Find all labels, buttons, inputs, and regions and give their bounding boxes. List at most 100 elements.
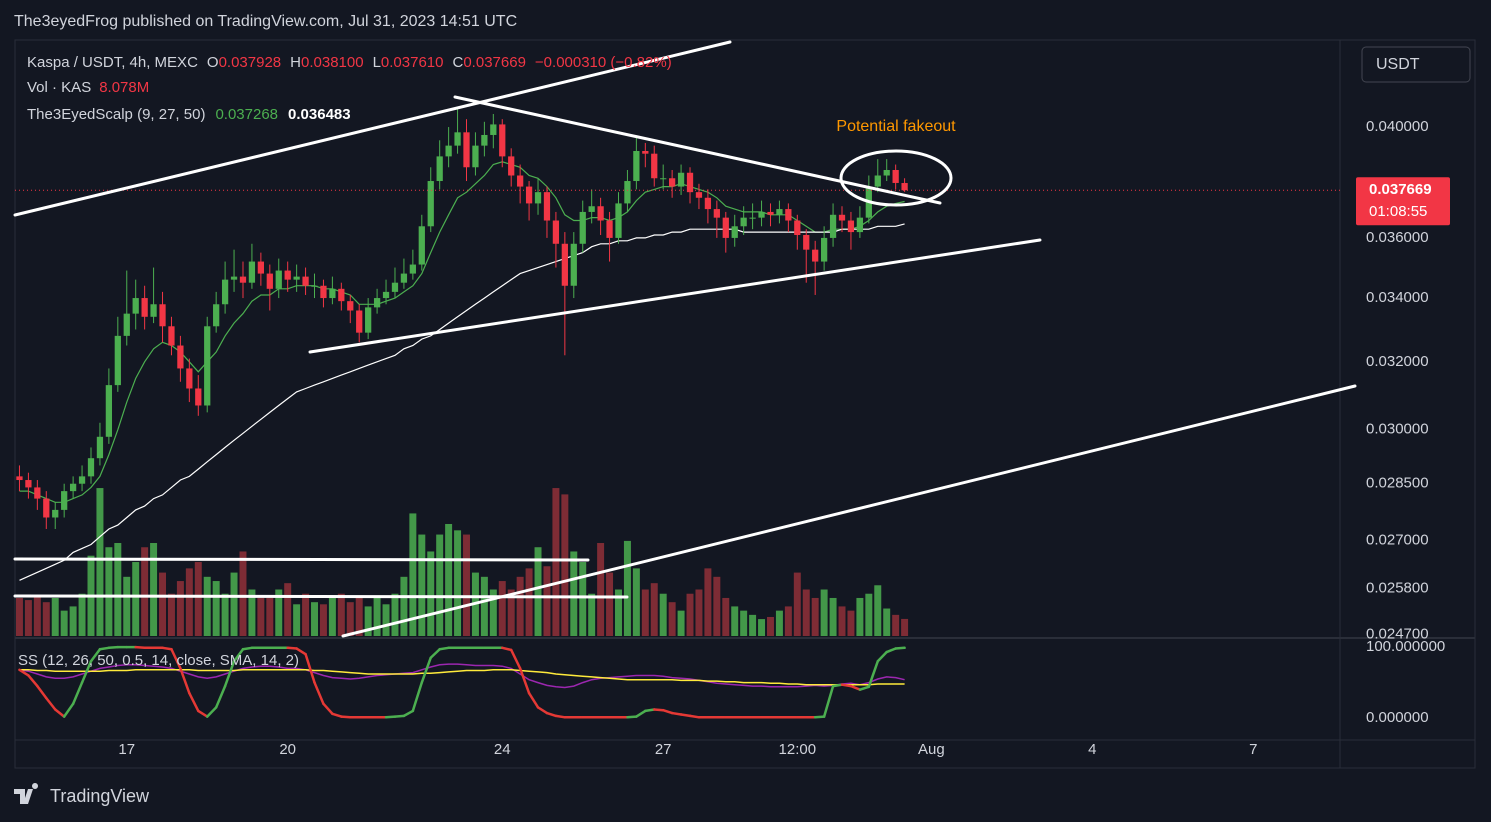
volume-bar — [641, 589, 649, 636]
candle-body — [481, 134, 488, 146]
volume-bar — [436, 534, 444, 636]
volume-bar — [758, 619, 766, 636]
volume-bar — [704, 568, 712, 636]
tradingview-logo: TradingView — [14, 783, 150, 806]
volume-bar — [275, 589, 283, 636]
candle-body — [34, 487, 41, 499]
volume-bar — [132, 562, 140, 636]
currency-button[interactable] — [1361, 46, 1471, 83]
legend-item: −0.000310 (−0.82%) — [535, 54, 672, 71]
osc-main-segment — [653, 708, 665, 712]
volume-bar — [749, 614, 757, 636]
publisher-header: The3eyedFrog published on TradingView.co… — [14, 13, 517, 30]
legend-item: 0.038100 — [301, 54, 364, 71]
candle-body — [669, 178, 676, 187]
volume-bar — [248, 589, 256, 636]
volume-bar — [820, 589, 828, 636]
x-tick-label: 12:00 — [779, 741, 817, 758]
volume-bar — [659, 593, 667, 636]
candle-body — [570, 243, 577, 286]
volume-bar — [51, 597, 59, 636]
candle-body — [722, 217, 729, 238]
osc-main-segment — [340, 715, 352, 719]
candle-body — [642, 150, 649, 154]
osc-main-segment — [536, 706, 549, 715]
volume-bar — [427, 551, 435, 636]
volume-bar — [588, 593, 596, 636]
candle-body — [409, 264, 416, 274]
y-tick-label: 0.040000 — [1366, 118, 1429, 135]
osc-main-segment — [635, 709, 647, 718]
candle-body — [901, 183, 908, 191]
candle-body — [615, 203, 622, 238]
volume-bar — [337, 593, 345, 636]
candle-body — [543, 192, 551, 221]
osc-main-segment — [36, 684, 48, 700]
osc-main-segment — [813, 715, 826, 719]
volume-bar — [141, 547, 149, 636]
legend-row: The3EyedScalp (9, 27, 50) 0.037268 0.03648… — [27, 106, 351, 123]
volume-bar — [570, 551, 578, 636]
osc-main-segment — [688, 714, 701, 719]
candle-body — [463, 132, 470, 168]
candle-body — [820, 237, 828, 262]
volume-bar — [257, 597, 265, 636]
candle-body — [400, 273, 408, 283]
osc-main-segment — [527, 691, 540, 709]
y-tick-label: 0.034000 — [1366, 289, 1429, 306]
y-tick-label: 0.036000 — [1366, 229, 1429, 246]
osc-main-segment — [205, 706, 218, 718]
osc-main-segment — [876, 650, 888, 663]
volume-bar — [42, 602, 50, 636]
osc-main-segment — [402, 709, 415, 718]
volume-bar — [847, 610, 855, 636]
volume-bar — [159, 572, 167, 636]
currency-button-label[interactable]: USDT — [1376, 56, 1420, 73]
candle-body — [159, 304, 166, 327]
candle-body — [418, 226, 425, 265]
osc-main-segment — [71, 681, 84, 706]
volume-bar — [802, 589, 810, 636]
candle-body — [43, 498, 50, 518]
volume-bar — [552, 488, 560, 636]
candle-body — [96, 436, 104, 459]
osc-main-segment — [286, 646, 298, 650]
volume-bar — [400, 576, 408, 636]
volume-bar — [176, 581, 184, 636]
volume-bar — [293, 604, 301, 636]
legend-item: Vol · KAS — [27, 79, 91, 96]
volume-bar — [534, 547, 542, 636]
candle-body — [427, 181, 434, 227]
volume-bar — [328, 597, 336, 636]
candle-body — [105, 385, 113, 437]
volume-bar — [311, 602, 318, 636]
osc-main-segment — [518, 667, 531, 695]
trend-line — [341, 384, 1357, 638]
osc-tick-label: 100.000000 — [1366, 638, 1445, 655]
osc-main-segment — [331, 712, 343, 718]
osc-main-segment — [170, 647, 182, 670]
volume-bar — [33, 595, 41, 636]
last-price-box — [1356, 177, 1450, 226]
legend-item: Kaspa / USDT, 4h, MEXC — [27, 54, 198, 71]
candle-body — [856, 217, 864, 233]
osc-main-segment — [438, 646, 450, 651]
user-drawings — [13, 40, 1357, 638]
osc-main-segment — [411, 681, 424, 713]
x-tick-label: 27 — [655, 741, 672, 758]
volume-bar — [364, 606, 372, 636]
volume-bar — [686, 593, 694, 636]
osc-main-segment — [62, 702, 75, 718]
candle-body — [776, 209, 783, 215]
candle-body — [168, 326, 175, 346]
candle-body — [508, 156, 515, 176]
volume-bar — [302, 593, 310, 636]
osc-main-segment — [858, 685, 871, 691]
candle-body — [588, 206, 595, 212]
volume-bar — [740, 610, 748, 636]
ma-line — [19, 223, 905, 581]
volume-bar — [811, 597, 819, 636]
candle-body — [320, 285, 327, 299]
candle-body — [150, 304, 157, 317]
y-tick-label: 0.028500 — [1366, 475, 1429, 492]
